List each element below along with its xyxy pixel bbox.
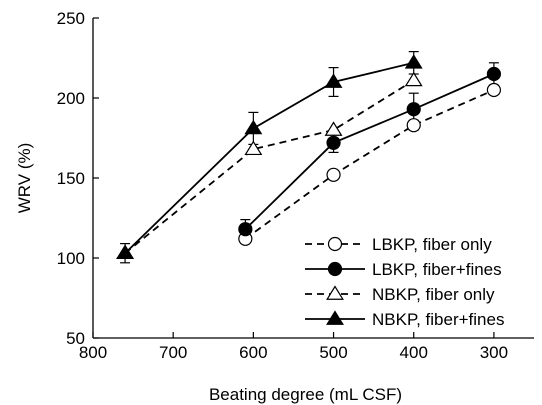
- data-point: [406, 102, 421, 117]
- series-line: [244, 89, 495, 240]
- data-point: [326, 135, 341, 150]
- error-bars: [120, 50, 499, 264]
- x-tick-label: 500: [319, 343, 347, 362]
- legend-marker: [326, 310, 344, 325]
- legend-label: LBKP, fiber only: [372, 235, 492, 254]
- legend-marker: [326, 285, 344, 300]
- data-point: [244, 119, 263, 135]
- data-point: [326, 167, 341, 182]
- ticks: 50 100 150 200 250 800 700 600 500 400 300: [57, 9, 508, 362]
- y-axis-title: WRV (%): [15, 143, 34, 214]
- data-point: [404, 71, 423, 87]
- series-line: [244, 73, 495, 230]
- x-tick-label: 400: [400, 343, 428, 362]
- y-tick-label: 200: [57, 89, 85, 108]
- data-point: [244, 140, 263, 156]
- legend-label: LBKP, fiber+fines: [372, 260, 502, 279]
- y-tick-label: 50: [66, 329, 85, 348]
- legend-marker: [327, 261, 343, 277]
- y-tick-label: 100: [57, 249, 85, 268]
- data-point: [116, 244, 135, 260]
- data-point: [406, 118, 421, 133]
- data-point: [324, 121, 343, 136]
- series-lines: [124, 61, 495, 254]
- data-point: [486, 66, 502, 82]
- markers: [116, 54, 502, 260]
- legend: LBKP, fiber only LBKP, fiber+fines NBKP, f…: [305, 235, 504, 329]
- data-point: [486, 82, 502, 98]
- legend-label: NBKP, fiber only: [372, 285, 495, 304]
- data-point: [238, 222, 253, 237]
- data-point: [324, 73, 343, 88]
- series-line: [124, 79, 415, 254]
- x-tick-label: 700: [159, 343, 187, 362]
- x-tick-label: 600: [239, 343, 267, 362]
- x-tick-label: 300: [480, 343, 508, 362]
- legend-label: NBKP, fiber+fines: [372, 310, 504, 329]
- data-point: [404, 54, 423, 69]
- x-tick-label: 800: [79, 343, 107, 362]
- series-line: [124, 61, 414, 254]
- y-tick-label: 150: [57, 169, 85, 188]
- y-tick-label: 250: [57, 9, 85, 28]
- x-axis-title: Beating degree (mL CSF): [209, 385, 402, 404]
- legend-marker: [327, 236, 343, 252]
